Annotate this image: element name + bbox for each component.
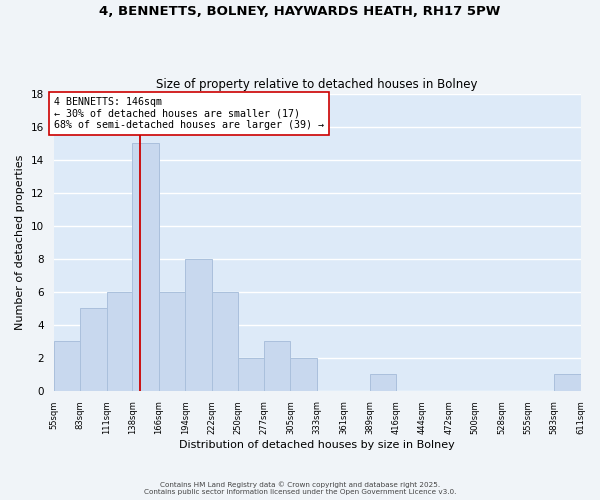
Bar xyxy=(132,143,159,390)
Bar xyxy=(80,308,107,390)
Bar xyxy=(238,358,264,390)
Bar xyxy=(107,292,132,390)
Bar xyxy=(53,341,80,390)
Bar xyxy=(212,292,238,390)
Text: 4 BENNETTS: 146sqm
← 30% of detached houses are smaller (17)
68% of semi-detache: 4 BENNETTS: 146sqm ← 30% of detached hou… xyxy=(55,97,325,130)
Y-axis label: Number of detached properties: Number of detached properties xyxy=(15,154,25,330)
X-axis label: Distribution of detached houses by size in Bolney: Distribution of detached houses by size … xyxy=(179,440,455,450)
Bar xyxy=(264,341,290,390)
Bar xyxy=(554,374,581,390)
Text: 4, BENNETTS, BOLNEY, HAYWARDS HEATH, RH17 5PW: 4, BENNETTS, BOLNEY, HAYWARDS HEATH, RH1… xyxy=(100,5,500,18)
Bar xyxy=(290,358,317,390)
Bar xyxy=(370,374,395,390)
Text: Contains HM Land Registry data © Crown copyright and database right 2025.
Contai: Contains HM Land Registry data © Crown c… xyxy=(144,482,456,495)
Bar xyxy=(185,258,212,390)
Title: Size of property relative to detached houses in Bolney: Size of property relative to detached ho… xyxy=(156,78,478,91)
Bar xyxy=(159,292,185,390)
